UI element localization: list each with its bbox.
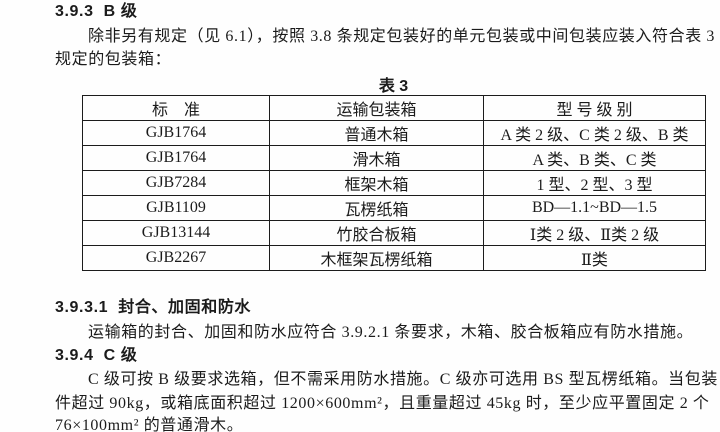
table-header-model-grade: 型 号 级 别 (483, 95, 706, 121)
table-header-standard: 标 准 (82, 95, 270, 121)
section-heading-3-9-3: 3.9.3 B 级 (55, 3, 138, 20)
table-cell: GJB2267 (82, 245, 270, 271)
paragraph-line: C 级可按 B 级要求选箱，但不需采用防水措施。C 级亦可选用 BS 型瓦楞纸箱… (88, 371, 718, 388)
paragraph-line: 件超过 90kg，或箱底面积超过 1200×600mm²，且重量超过 45kg … (55, 395, 710, 412)
table-cell: GJB1764 (82, 145, 270, 171)
table-cell: Ⅰ类 2 级、Ⅱ类 2 级 (483, 220, 706, 246)
table-cell: GJB13144 (82, 220, 270, 246)
paragraph-line: 除非另有规定（见 6.1），按照 3.8 条规定包装好的单元包装或中间包装应装入… (88, 28, 716, 45)
table-body: GJB1764 普通木箱 A 类 2 级、C 类 2 级、B 类 GJB1764 滑木箱… (82, 120, 706, 271)
table-cell: 木框架瓦楞纸箱 (269, 245, 484, 271)
section-heading-3-9-3-1: 3.9.3.1 封合、加固和防水 (55, 299, 252, 316)
table-cell: A 类 2 级、C 类 2 级、B 类 (483, 120, 706, 146)
table-cell: BD—1.1~BD—1.5 (483, 195, 706, 221)
table-header-transport-box: 运输包装箱 (269, 95, 484, 121)
table-caption: 表 3 (378, 78, 409, 95)
paragraph-line: 76×100mm² 的普通滑木。 (55, 417, 244, 432)
paragraph-line: 运输箱的封合、加固和防水应符合 3.9.2.1 条要求，木箱、胶合板箱应有防水措… (88, 324, 694, 341)
table-cell: 竹胶合板箱 (269, 220, 484, 246)
table-cell: 框架木箱 (269, 170, 484, 196)
packaging-standards-table: 标 准 运输包装箱 型 号 级 别 GJB1764 普通木箱 A 类 2 级、C 类… (82, 95, 706, 271)
table-row: GJB1109 瓦楞纸箱 BD—1.1~BD—1.5 (82, 195, 706, 221)
table-row: GJB2267 木框架瓦楞纸箱 Ⅱ类 (82, 245, 706, 271)
table-cell: Ⅱ类 (483, 245, 706, 271)
table-cell: 普通木箱 (269, 120, 484, 146)
table-cell: 滑木箱 (269, 145, 484, 171)
paragraph-line: 规定的包装箱： (55, 51, 172, 68)
table-cell: GJB7284 (82, 170, 270, 196)
table-row: GJB1764 普通木箱 A 类 2 级、C 类 2 级、B 类 (82, 120, 706, 146)
table-cell: 1 型、2 型、3 型 (483, 170, 706, 196)
section-heading-3-9-4: 3.9.4 C 级 (55, 347, 138, 364)
table-cell: GJB1764 (82, 120, 270, 146)
table-row: GJB13144 竹胶合板箱 Ⅰ类 2 级、Ⅱ类 2 级 (82, 220, 706, 246)
table-cell: A 类、B 类、C 类 (483, 145, 706, 171)
table-row: GJB1764 滑木箱 A 类、B 类、C 类 (82, 145, 706, 171)
table-header-row: 标 准 运输包装箱 型 号 级 别 (82, 95, 706, 121)
table-row: GJB7284 框架木箱 1 型、2 型、3 型 (82, 170, 706, 196)
table-cell: GJB1109 (82, 195, 270, 221)
table-cell: 瓦楞纸箱 (269, 195, 484, 221)
